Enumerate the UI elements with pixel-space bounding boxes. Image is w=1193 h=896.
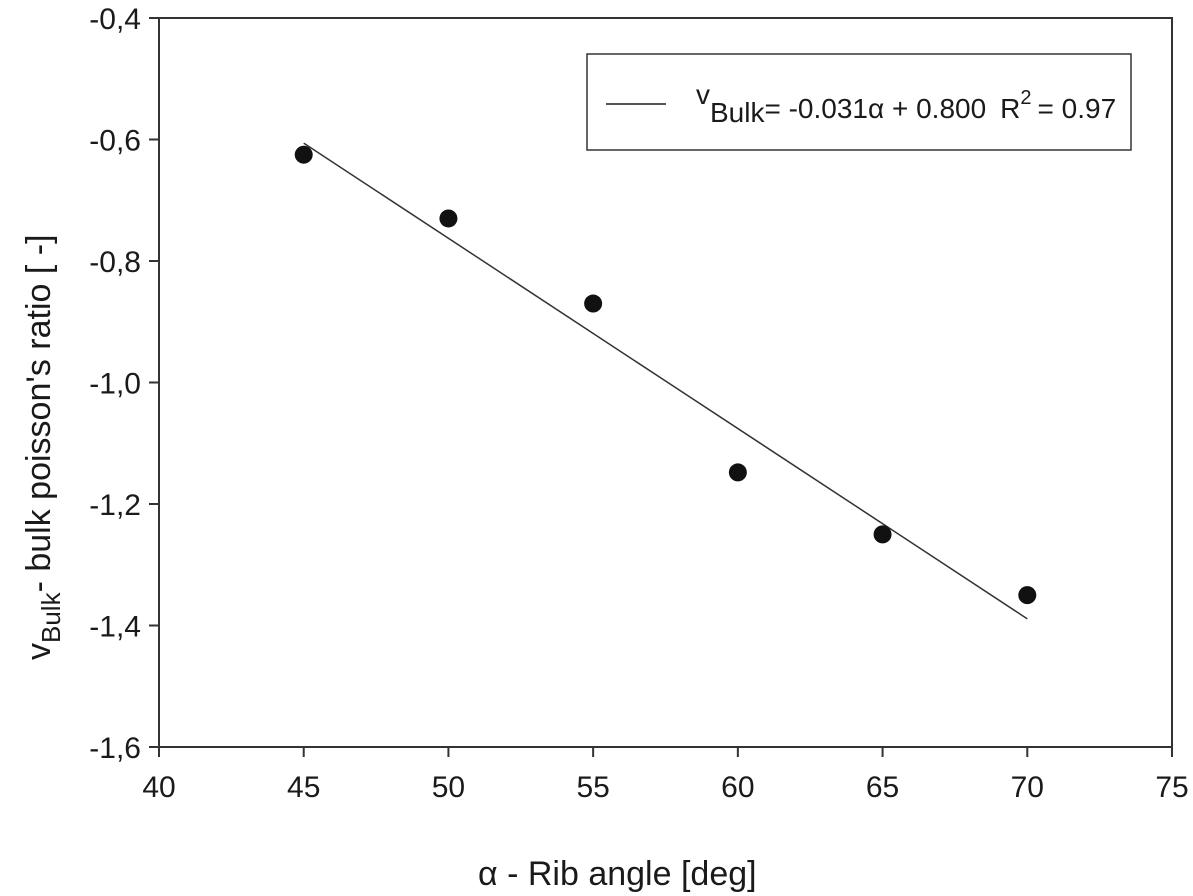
y-tick-label: -0,6 [89, 125, 141, 158]
legend-symbol: v [696, 79, 710, 110]
x-tick-label: 40 [142, 771, 175, 804]
data-point [294, 145, 313, 164]
legend-equation: = -0.031α + 0.800 [764, 93, 986, 124]
y-label-text: - bulk poisson's ratio [ -] [20, 234, 58, 592]
x-tick-label: 75 [1155, 771, 1188, 804]
legend-r-value: = 0.97 [1038, 93, 1117, 124]
fit-line [303, 142, 1028, 620]
y-label-symbol: v [20, 643, 58, 660]
data-point [728, 463, 747, 482]
x-tick-label: 65 [866, 771, 899, 804]
marks [294, 142, 1037, 620]
x-tick-label: 55 [576, 771, 609, 804]
x-tick-label: 60 [721, 771, 754, 804]
y-tick-label: -1,0 [89, 368, 141, 401]
x-tick-label: 45 [287, 771, 320, 804]
y-tick-label: -1,6 [89, 732, 141, 765]
legend-text: vBulk= -0.031α + 0.800 R2 = 0.97 [696, 79, 1116, 128]
axes: 40 45 50 55 60 65 70 75 -0,4 -0,6 -0,8 -1,0 -1,2 -1,4… [89, 3, 1188, 804]
y-axis-label: vBulk- bulk poisson's ratio [ -] [20, 234, 66, 660]
legend-subscript: Bulk [710, 97, 765, 128]
legend-box [586, 53, 1132, 151]
data-point [873, 525, 892, 544]
x-axis-label: α - Rib angle [deg] [478, 855, 757, 893]
x-tick-label: 70 [1011, 771, 1044, 804]
data-point [439, 209, 458, 228]
y-tick-label: -0,4 [89, 3, 141, 36]
y-tick-label: -1,2 [89, 489, 141, 522]
data-point [584, 294, 603, 313]
legend-r-label: R [1000, 93, 1020, 124]
y-tick-label: -0,8 [89, 246, 141, 279]
legend: vBulk= -0.031α + 0.800 R2 = 0.97 [586, 53, 1132, 151]
data-point [1018, 586, 1037, 605]
y-label-subscript: Bulk [36, 591, 66, 643]
y-tick-label: -1,4 [89, 611, 141, 644]
legend-r-sup: 2 [1020, 87, 1031, 109]
x-tick-label: 50 [432, 771, 465, 804]
